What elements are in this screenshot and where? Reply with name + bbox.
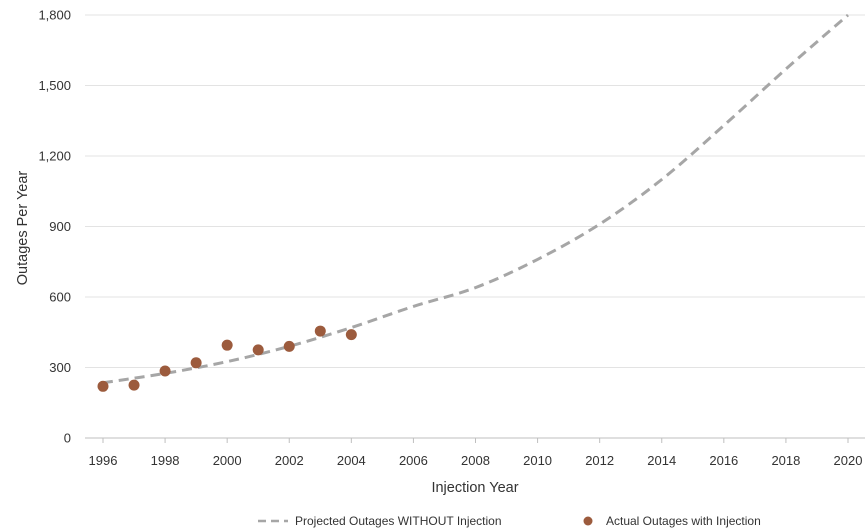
x-tick-label: 2010	[523, 453, 552, 468]
x-tick-label: 2016	[709, 453, 738, 468]
y-tick-label: 600	[49, 290, 71, 305]
actual-outage-point	[128, 379, 140, 391]
legend: Projected Outages WITHOUT Injection Actu…	[258, 514, 761, 528]
x-axis: 1996 1998 2000 2002 2004 2006 2008 2010 2012 2014…	[89, 438, 863, 468]
y-tick-label: 1,500	[38, 78, 71, 93]
y-tick-label: 0	[64, 431, 71, 446]
x-axis-title: Injection Year	[431, 480, 518, 496]
x-tick-label: 2020	[834, 453, 863, 468]
x-tick-label: 2006	[399, 453, 428, 468]
y-axis-title: Outages Per Year	[15, 171, 31, 286]
y-tick-label: 1,200	[38, 149, 71, 164]
legend-item-actual: Actual Outages with Injection	[583, 514, 761, 528]
x-tick-label: 2002	[275, 453, 304, 468]
x-tick-label: 2012	[585, 453, 614, 468]
y-tick-label: 900	[49, 219, 71, 234]
x-tick-label: 2000	[213, 453, 242, 468]
projected-outages-line	[102, 13, 849, 385]
x-tick-label: 2018	[771, 453, 800, 468]
x-tick-label: 2004	[337, 453, 366, 468]
actual-outage-point	[252, 344, 264, 356]
x-tick-label: 2008	[461, 453, 490, 468]
gridlines	[85, 14, 865, 439]
legend-actual-swatch	[583, 516, 593, 526]
actual-outage-point	[314, 325, 326, 337]
legend-item-projected: Projected Outages WITHOUT Injection	[258, 514, 502, 528]
actual-outage-point	[97, 380, 109, 392]
actual-outage-point	[159, 365, 171, 377]
x-tick-label: 2014	[647, 453, 676, 468]
actual-outage-point	[190, 357, 202, 369]
y-tick-label: 300	[49, 360, 71, 375]
x-tick-label: 1996	[89, 453, 118, 468]
y-axis: 0 300 600 900 1,200 1,500 1,800	[38, 8, 71, 446]
actual-outage-point	[221, 339, 233, 351]
series-layer	[97, 13, 849, 392]
y-tick-label: 1,800	[38, 8, 71, 23]
legend-projected-label: Projected Outages WITHOUT Injection	[295, 514, 502, 528]
actual-outage-point	[345, 329, 357, 341]
legend-actual-label: Actual Outages with Injection	[606, 514, 761, 528]
x-tick-label: 1998	[151, 453, 180, 468]
actual-outage-point	[283, 340, 295, 352]
